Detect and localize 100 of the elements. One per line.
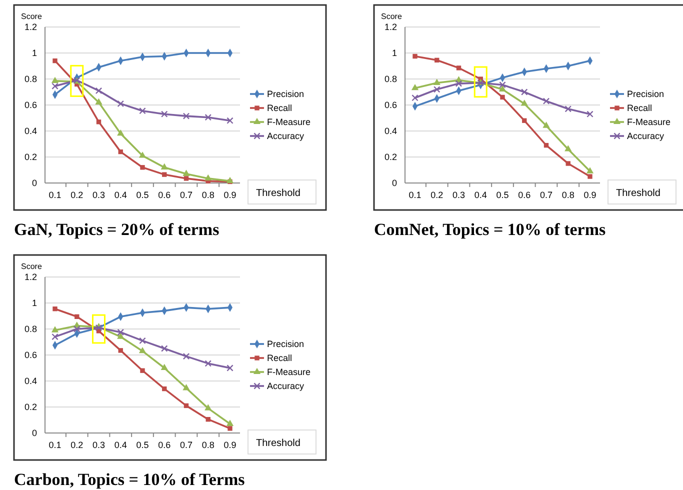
- point: [74, 314, 80, 319]
- y-tick-label: 0.2: [384, 152, 397, 162]
- x-tick-label: 0.2: [70, 190, 84, 200]
- x-tick-label: 0.1: [408, 190, 422, 200]
- point: [140, 165, 145, 170]
- x-tick-label: 0.6: [518, 190, 531, 200]
- point: [564, 145, 572, 152]
- legend-label: Accuracy: [267, 131, 305, 141]
- point: [52, 58, 58, 64]
- point: [52, 82, 58, 90]
- y-tick-label: 0: [32, 178, 37, 188]
- point: [226, 364, 234, 372]
- text: Carbon, Topics = 10% of Terms: [14, 470, 246, 489]
- y-tick-label: 0.6: [24, 350, 37, 360]
- point: [162, 172, 167, 177]
- point: [139, 337, 146, 344]
- point: [184, 403, 189, 408]
- point: [588, 174, 592, 179]
- x-tick-label: 0.3: [452, 190, 466, 200]
- legend-label: F-Measure: [627, 117, 671, 127]
- point: [226, 117, 234, 124]
- point: [564, 106, 572, 112]
- y-tick-label: 0.8: [384, 74, 397, 84]
- point: [160, 110, 168, 118]
- legend-label: Accuracy: [627, 131, 665, 141]
- point: [411, 84, 419, 90]
- legend-label: Precision: [267, 339, 304, 349]
- point: [118, 149, 123, 154]
- point: [182, 352, 190, 360]
- y-tick-label: 1.2: [384, 22, 397, 32]
- point: [160, 345, 168, 352]
- x-tick-label: 0.8: [562, 190, 574, 200]
- y-axis-title: Score: [381, 12, 402, 21]
- x-tick-label: 0.6: [158, 440, 171, 450]
- x-tick-label: 0.9: [584, 190, 596, 200]
- point: [117, 332, 124, 339]
- legend-label: Precision: [627, 89, 664, 99]
- y-tick-label: 1: [32, 298, 37, 308]
- point: [182, 384, 190, 390]
- point: [117, 328, 124, 336]
- point: [206, 417, 210, 422]
- point: [96, 120, 102, 124]
- point: [138, 152, 146, 158]
- legend-label: F-Measure: [267, 117, 311, 127]
- point: [139, 107, 146, 114]
- point: [520, 100, 528, 106]
- point: [95, 87, 102, 94]
- x-tick-label: 0.7: [180, 190, 193, 200]
- y-tick-label: 0: [392, 178, 397, 188]
- point: [117, 100, 124, 108]
- text: ComNet, Topics = 10% of terms: [374, 220, 606, 239]
- point: [542, 122, 550, 128]
- y-tick-label: 1: [32, 48, 37, 58]
- point: [499, 81, 506, 88]
- x-tick-label: 0.4: [474, 190, 487, 200]
- x-tick-label: 0.8: [202, 440, 214, 450]
- legend-label: F-Measure: [267, 367, 311, 377]
- x-tick-label: 0.8: [202, 190, 214, 200]
- point: [433, 78, 440, 85]
- x-tick-label: 0.6: [158, 190, 171, 200]
- point: [433, 86, 440, 93]
- y-tick-label: 0.6: [384, 100, 397, 110]
- legend-label: Recall: [267, 103, 292, 113]
- legend-label: Accuracy: [267, 381, 305, 391]
- y-tick-label: 0.4: [24, 126, 37, 136]
- point: [204, 114, 212, 121]
- point: [52, 333, 58, 340]
- legend-label: Recall: [267, 353, 292, 363]
- point: [498, 85, 506, 92]
- x-tick-label: 0.7: [180, 440, 193, 450]
- point: [456, 66, 462, 70]
- point: [184, 176, 189, 181]
- point: [522, 118, 527, 123]
- x-axis-title: Threshold: [616, 188, 660, 199]
- x-tick-label: 0.2: [430, 190, 444, 200]
- y-axis-title: Score: [21, 12, 42, 21]
- y-tick-label: 1.2: [24, 22, 37, 32]
- y-axis-title: Score: [21, 262, 42, 271]
- y-tick-label: 0.6: [24, 100, 37, 110]
- y-tick-label: 0: [32, 428, 37, 438]
- point: [544, 142, 549, 148]
- point: [162, 386, 167, 392]
- x-tick-label: 0.5: [136, 190, 149, 200]
- legend-label: Recall: [627, 103, 652, 113]
- point: [95, 98, 102, 104]
- point: [204, 174, 212, 181]
- y-tick-label: 1: [392, 48, 397, 58]
- y-tick-label: 0.8: [24, 324, 37, 334]
- x-tick-label: 0.7: [540, 190, 553, 200]
- x-tick-label: 0.3: [92, 440, 106, 450]
- point: [51, 326, 59, 332]
- x-tick-label: 0.9: [224, 190, 236, 200]
- x-tick-label: 0.1: [48, 440, 62, 450]
- x-tick-label: 0.1: [48, 190, 62, 200]
- point: [160, 163, 168, 170]
- point: [586, 167, 594, 174]
- point: [204, 360, 212, 367]
- point: [226, 176, 234, 184]
- point: [586, 110, 594, 118]
- x-tick-label: 0.4: [114, 440, 127, 450]
